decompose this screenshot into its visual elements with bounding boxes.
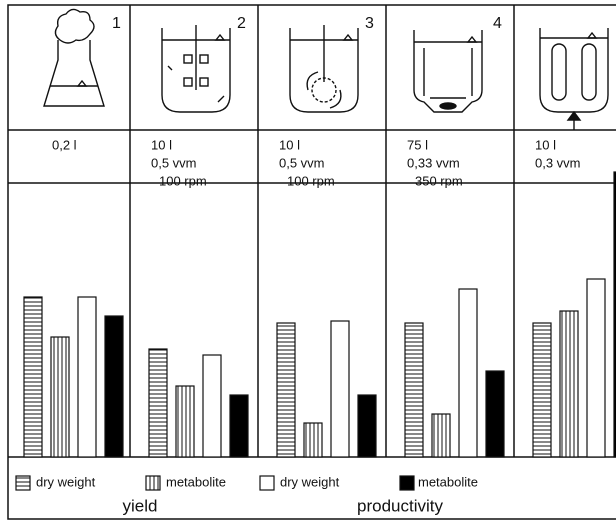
bar bbox=[357, 394, 377, 458]
condition-label: 75 l bbox=[407, 137, 428, 152]
bar bbox=[485, 370, 505, 458]
icon-jet-vessel bbox=[539, 28, 609, 130]
bar bbox=[77, 296, 97, 458]
condition-label: 350 rpm bbox=[415, 173, 463, 188]
bar bbox=[431, 413, 451, 458]
bar bbox=[104, 315, 124, 458]
icon-flask bbox=[43, 8, 105, 107]
bar bbox=[330, 320, 350, 458]
bar bbox=[586, 278, 606, 458]
bar bbox=[23, 296, 43, 458]
bar bbox=[276, 322, 296, 458]
legend-swatch bbox=[399, 475, 415, 491]
bar bbox=[532, 322, 552, 458]
condition-label: 100 rpm bbox=[287, 173, 335, 188]
reactor-number: 3 bbox=[365, 15, 374, 32]
reactor-number: 4 bbox=[493, 15, 502, 32]
group-label: productivity bbox=[357, 496, 443, 515]
icon-loop-vessel bbox=[289, 25, 359, 113]
condition-label: 100 rpm bbox=[159, 173, 207, 188]
condition-label: 10 l bbox=[279, 137, 300, 152]
bar bbox=[613, 171, 616, 458]
bar bbox=[50, 336, 70, 458]
reactor-number: 1 bbox=[112, 15, 121, 32]
bar bbox=[303, 422, 323, 458]
bar bbox=[175, 385, 195, 458]
legend-swatch bbox=[15, 475, 31, 491]
condition-label: 0,5 vvm bbox=[151, 155, 197, 170]
reactor-number: 2 bbox=[237, 15, 246, 32]
icon-stirred-vessel bbox=[161, 25, 231, 113]
bar bbox=[458, 288, 478, 458]
legend-label: metabolite bbox=[418, 474, 478, 489]
bar bbox=[559, 310, 579, 458]
icon-airlift-vessel bbox=[413, 30, 483, 113]
legend-label: dry weight bbox=[36, 474, 96, 489]
legend-swatch bbox=[259, 475, 275, 491]
condition-label: 0,3 vvm bbox=[535, 155, 581, 170]
condition-label: 0,33 vvm bbox=[407, 155, 460, 170]
condition-label: 10 l bbox=[151, 137, 172, 152]
condition-label: 0,2 l bbox=[52, 137, 77, 152]
bar bbox=[404, 322, 424, 458]
legend-label: dry weight bbox=[280, 474, 340, 489]
bar bbox=[229, 394, 249, 458]
bar bbox=[148, 348, 168, 458]
condition-label: 10 l bbox=[535, 137, 556, 152]
group-label: yield bbox=[123, 496, 158, 515]
legend-label: metabolite bbox=[166, 474, 226, 489]
legend-swatch bbox=[145, 475, 161, 491]
condition-label: 0,5 vvm bbox=[279, 155, 325, 170]
bar bbox=[202, 354, 222, 458]
